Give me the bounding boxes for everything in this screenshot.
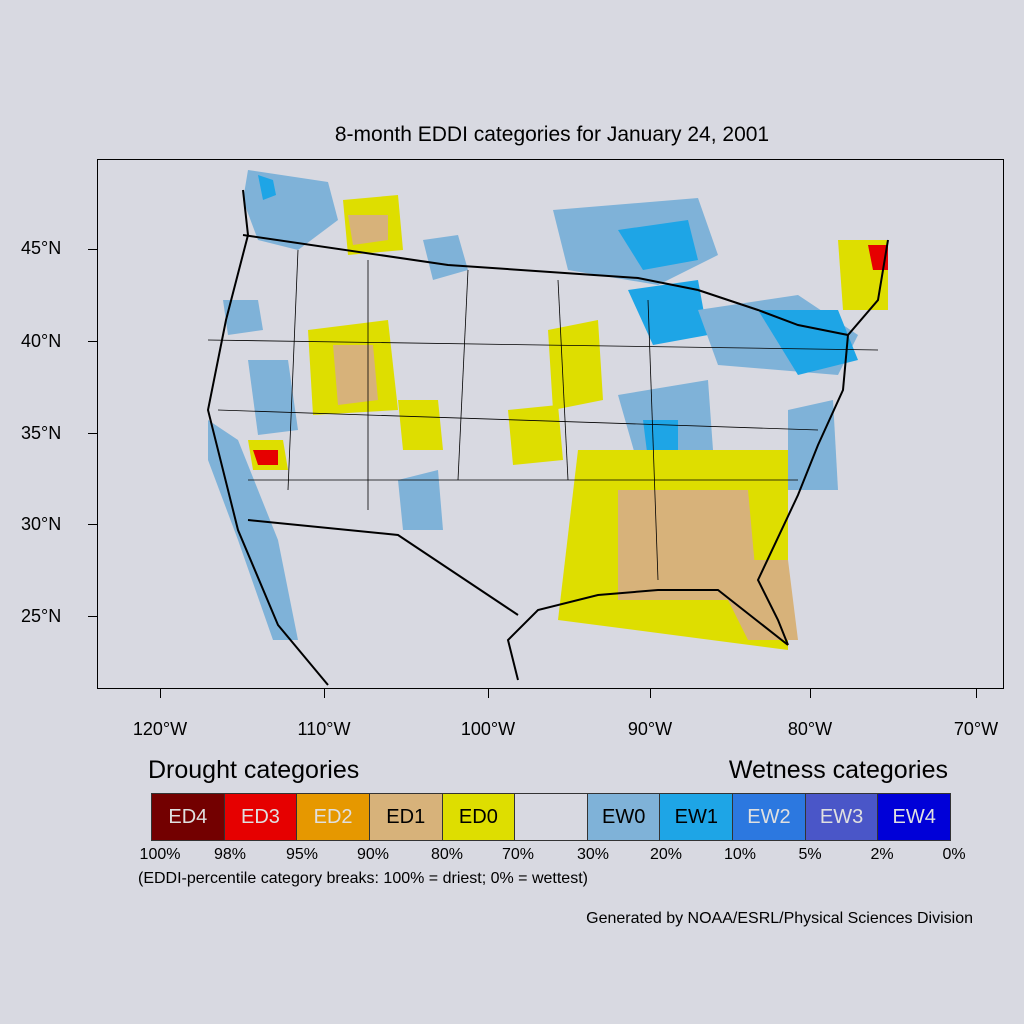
lat-tick xyxy=(88,249,97,250)
swatch-ed1: ED1 xyxy=(369,794,443,840)
swatch-ew4: EW4 xyxy=(878,794,951,840)
lat-tick xyxy=(88,524,97,525)
map-title: 8-month EDDI categories for January 24, … xyxy=(334,123,770,146)
wetness-categories-label: Wetness categories xyxy=(728,756,948,784)
lat-label-45: 45°N xyxy=(21,238,62,258)
percentile-label: 0% xyxy=(942,846,966,863)
lon-label-120: 120°W xyxy=(132,719,188,739)
percentile-label: 70% xyxy=(501,846,535,863)
percentile-label: 80% xyxy=(430,846,464,863)
percentile-label: 30% xyxy=(576,846,610,863)
boundaries xyxy=(206,189,889,686)
drought-categories-label: Drought categories xyxy=(148,756,360,784)
eddi-map xyxy=(97,159,1004,689)
category-legend: ED4 ED3 ED2 ED1 ED0 EW0 EW1 EW2 EW3 EW4 xyxy=(151,793,951,841)
lat-label-40: 40°N xyxy=(21,331,62,351)
lat-tick xyxy=(88,616,97,617)
percentile-label: 98% xyxy=(213,846,247,863)
lat-label-30: 30°N xyxy=(21,514,62,534)
state-lines xyxy=(207,249,879,581)
swatch-neutral xyxy=(515,794,588,840)
swatch-ed0: ED0 xyxy=(442,794,516,840)
percentile-label: 95% xyxy=(285,846,319,863)
lon-tick xyxy=(650,689,651,698)
credit-line: Generated by NOAA/ESRL/Physical Sciences… xyxy=(586,910,973,927)
percentile-label: 90% xyxy=(356,846,390,863)
percentile-note: (EDDI-percentile category breaks: 100% =… xyxy=(138,870,588,887)
swatch-ew3: EW3 xyxy=(805,794,879,840)
lon-tick xyxy=(976,689,977,698)
percentile-label: 100% xyxy=(139,846,181,863)
swatch-ew1: EW1 xyxy=(660,794,734,840)
lon-label-80: 80°W xyxy=(787,719,833,739)
wet-regions xyxy=(208,170,858,640)
lon-tick xyxy=(488,689,489,698)
lat-label-35: 35°N xyxy=(21,423,62,443)
lat-label-25: 25°N xyxy=(21,606,62,626)
percentile-label: 2% xyxy=(870,846,894,863)
lon-tick xyxy=(160,689,161,698)
lon-label-100: 100°W xyxy=(460,719,516,739)
percentile-label: 10% xyxy=(723,846,757,863)
lon-tick xyxy=(810,689,811,698)
map-canvas xyxy=(98,160,1003,688)
lon-tick xyxy=(324,689,325,698)
swatch-ed2: ED2 xyxy=(297,794,370,840)
swatch-ew2: EW2 xyxy=(733,794,806,840)
swatch-ew0: EW0 xyxy=(587,794,661,840)
lon-label-90: 90°W xyxy=(627,719,673,739)
swatch-ed3: ED3 xyxy=(224,794,298,840)
percentile-label: 20% xyxy=(649,846,683,863)
lat-tick xyxy=(88,433,97,434)
lat-tick xyxy=(88,341,97,342)
lon-label-110: 110°W xyxy=(297,719,351,739)
lon-label-70: 70°W xyxy=(953,719,999,739)
swatch-ed4: ED4 xyxy=(152,794,225,840)
percentile-label: 5% xyxy=(798,846,822,863)
